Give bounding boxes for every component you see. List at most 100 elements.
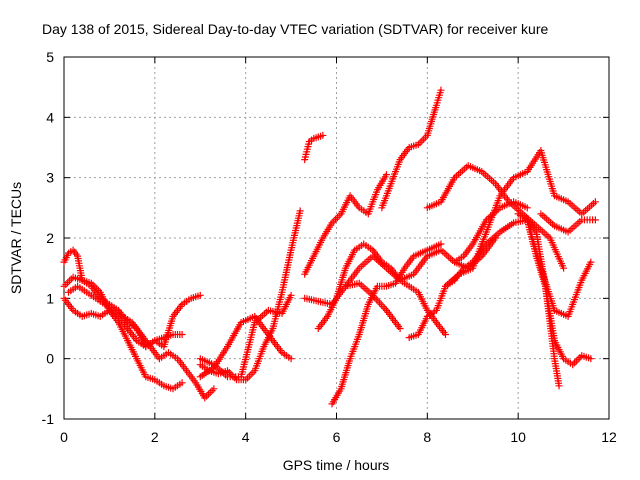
data-marks xyxy=(69,306,84,319)
series-sat-21 xyxy=(451,198,531,266)
data-marks xyxy=(78,310,93,320)
data-marks xyxy=(310,236,326,260)
y-tick-label: 5 xyxy=(46,49,54,65)
data-marks xyxy=(328,387,344,408)
y-tick-label: 3 xyxy=(46,170,54,186)
data-marks xyxy=(383,306,403,330)
data-marks xyxy=(83,288,97,301)
data-marks xyxy=(60,275,75,290)
data-marks xyxy=(187,292,202,302)
data-point xyxy=(296,207,304,215)
data-marks xyxy=(142,373,157,383)
data-point xyxy=(555,382,563,390)
data-marks xyxy=(169,302,185,320)
data-marks xyxy=(65,248,75,257)
data-point xyxy=(382,171,390,179)
y-axis-label: SDTVAR / TECUs xyxy=(8,182,24,294)
data-marks xyxy=(423,247,443,260)
data-marks xyxy=(178,296,193,308)
data-marks xyxy=(74,282,88,295)
data-marks xyxy=(537,147,558,197)
data-marks xyxy=(414,315,430,338)
data-marks xyxy=(482,230,502,248)
data-marks xyxy=(432,89,444,109)
data-marks xyxy=(351,242,365,254)
x-tick-label: 4 xyxy=(242,429,250,445)
data-marks xyxy=(224,321,244,351)
data-marks xyxy=(551,355,563,387)
y-tick-label: 2 xyxy=(46,230,54,246)
data-marks xyxy=(174,355,189,373)
data-marks xyxy=(510,169,529,182)
data-marks xyxy=(314,314,330,332)
data-marks xyxy=(96,308,111,320)
data-marks xyxy=(551,222,570,235)
data-marks xyxy=(451,254,465,266)
data-marks xyxy=(387,158,403,188)
data-marks xyxy=(278,349,293,361)
data-marks xyxy=(564,279,585,320)
y-tick-label: -1 xyxy=(42,411,55,427)
y-tick-label: 1 xyxy=(46,290,54,306)
data-marks xyxy=(410,254,430,278)
data-marks xyxy=(346,333,362,363)
data-marks xyxy=(251,345,267,375)
data-marks xyxy=(124,337,139,360)
data-marks xyxy=(578,260,594,284)
data-point xyxy=(178,379,186,387)
data-marks xyxy=(301,140,313,164)
data-marks xyxy=(74,252,86,282)
series-sat-13 xyxy=(378,86,445,212)
data-marks xyxy=(423,104,440,139)
data-marks xyxy=(437,246,457,264)
data-marks xyxy=(287,209,304,254)
data-marks xyxy=(569,354,584,369)
data-marks xyxy=(160,315,176,351)
data-marks xyxy=(396,146,412,164)
x-tick-label: 10 xyxy=(510,429,526,445)
data-marks xyxy=(355,303,372,338)
data-marks xyxy=(301,294,320,305)
y-tick-label: 0 xyxy=(46,351,54,367)
data-marks xyxy=(237,321,258,381)
data-marks xyxy=(355,204,370,216)
data-marks xyxy=(328,212,343,227)
data-marks xyxy=(451,266,466,284)
data-marks xyxy=(183,367,198,385)
data-marks xyxy=(65,284,79,296)
data-marks xyxy=(92,294,107,307)
data-marks xyxy=(151,337,166,349)
data-marks xyxy=(201,387,216,402)
x-tick-label: 12 xyxy=(601,429,617,445)
data-marks xyxy=(169,380,184,393)
series-sat-8 xyxy=(301,131,327,164)
data-marks xyxy=(101,300,116,313)
data-marks xyxy=(337,357,353,393)
data-marks xyxy=(551,192,570,205)
data-marks xyxy=(124,325,139,343)
series-sat-10 xyxy=(301,279,404,332)
data-point xyxy=(437,240,445,248)
data-marks xyxy=(396,271,415,284)
data-marks xyxy=(541,282,558,360)
data-marks xyxy=(460,242,475,260)
data-marks xyxy=(196,365,216,381)
data-marks xyxy=(115,319,130,342)
x-tick-label: 0 xyxy=(60,429,68,445)
series-sat-9 xyxy=(301,171,390,278)
data-marks xyxy=(242,369,257,384)
data-point xyxy=(591,216,599,224)
series-sat-11 xyxy=(328,240,445,408)
data-marks xyxy=(360,240,375,253)
data-marks xyxy=(373,173,389,194)
data-marks xyxy=(523,216,540,258)
data-marks xyxy=(432,285,449,314)
data-marks xyxy=(237,313,256,326)
data-marks xyxy=(564,198,584,216)
x-axis-label: GPS time / hours xyxy=(283,457,390,473)
data-marks xyxy=(383,280,397,290)
data-marks xyxy=(423,199,443,212)
data-marks xyxy=(478,168,497,186)
data-marks xyxy=(437,176,457,206)
